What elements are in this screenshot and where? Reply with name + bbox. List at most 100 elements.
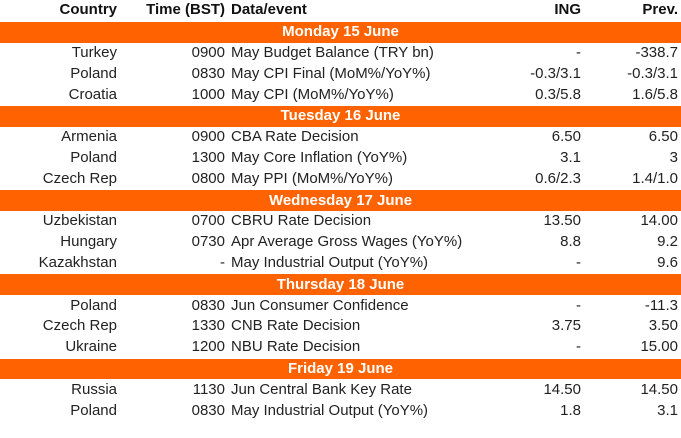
cell: Croatia (68, 85, 117, 103)
cell: - (576, 296, 581, 314)
cell: 9.6 (657, 253, 678, 271)
cell: May CPI (MoM%/YoY%) (231, 85, 394, 103)
day-row: Monday 15 June (0, 20, 681, 43)
cell: 6.50 (551, 128, 581, 146)
cell: 14.50 (640, 380, 678, 398)
cell: Poland (70, 296, 117, 314)
cell: May Industrial Output (YoY%) (231, 401, 429, 419)
cell: 3.1 (560, 148, 581, 166)
header-cell: ING (554, 1, 581, 19)
event-row: Poland 0830 May CPI Final (MoM%/YoY%) -0.3/… (0, 63, 681, 84)
event-row: Armenia 0900 CBA Rate Decision 6.50 6.50 (0, 127, 681, 148)
cell: Apr Average Gross Wages (YoY%) (231, 233, 463, 251)
cell: 9.2 (657, 233, 678, 251)
day-row: Wednesday 17 June (0, 189, 681, 211)
cell: Poland (70, 401, 117, 419)
cell: -0.3/3.1 (627, 64, 678, 82)
cell: Hungary (60, 233, 117, 251)
cell: 1.8 (560, 401, 581, 419)
cell: Russia (71, 380, 117, 398)
cell: CNB Rate Decision (231, 317, 361, 335)
event-row: Poland 0830 May Industrial Output (YoY%) 1.… (0, 400, 681, 421)
cell: NBU Rate Decision (231, 338, 361, 356)
cell: Ukraine (65, 338, 117, 356)
cell: -0.3/3.1 (530, 64, 581, 82)
cell: Uzbekistan (42, 212, 117, 230)
cell: 0730 (191, 233, 225, 251)
cell: Jun Consumer Confidence (231, 296, 409, 314)
cell: 1200 (191, 338, 225, 356)
cell: Kazakhstan (38, 253, 117, 271)
cell: 3.50 (648, 317, 678, 335)
cell: Czech Rep (42, 317, 117, 335)
event-row: Czech Rep 1330 CNB Rate Decision 3.75 3.50 (0, 316, 681, 337)
cell: May Core Inflation (YoY%) (231, 148, 408, 166)
event-row: Ukraine 1200 NBU Rate Decision - 15.00 (0, 337, 681, 358)
day-row: Friday 19 June (0, 357, 681, 380)
day-label: Monday 15 June (0, 20, 681, 43)
cell: Jun Central Bank Key Rate (231, 380, 412, 398)
event-row: Turkey 0900 May Budget Balance (TRY bn) - -3… (0, 43, 681, 64)
cell: CBA Rate Decision (231, 128, 359, 146)
cell: May CPI Final (MoM%/YoY%) (231, 64, 431, 82)
cell: 3.1 (657, 401, 678, 419)
cell: Czech Rep (42, 169, 117, 187)
cell: 15.00 (640, 338, 678, 356)
cell: - (576, 338, 581, 356)
day-row: Tuesday 16 June (0, 104, 681, 127)
cell: 14.50 (543, 380, 581, 398)
event-row: Russia 1130 Jun Central Bank Key Rate 14.50… (0, 379, 681, 400)
cell: 1130 (192, 380, 225, 398)
cell: 13.50 (543, 212, 581, 230)
cell: May Industrial Output (YoY%) (231, 253, 429, 271)
cell: 0830 (191, 64, 225, 82)
cell: 1300 (191, 148, 225, 166)
cell: 0800 (191, 169, 225, 187)
day-label: Tuesday 16 June (0, 104, 681, 127)
day-row: Thursday 18 June (0, 273, 681, 296)
day-label: Friday 19 June (0, 357, 681, 380)
cell: 3 (669, 148, 678, 166)
cell: CBRU Rate Decision (231, 212, 372, 230)
cell: - (220, 253, 225, 271)
cell: Turkey (71, 43, 117, 61)
day-label: Wednesday 17 June (0, 189, 681, 211)
event-row: Croatia 1000 May CPI (MoM%/YoY%) 0.3/5.8 1.6… (0, 84, 681, 105)
cell: 1.4/1.0 (632, 169, 678, 187)
cell: 8.8 (560, 233, 581, 251)
event-row: Czech Rep 0800 May PPI (MoM%/YoY%) 0.6/2.3 1… (0, 168, 681, 189)
cell: May PPI (MoM%/YoY%) (231, 169, 393, 187)
cell: 6.50 (648, 128, 678, 146)
header-cell: Prev. (642, 1, 678, 19)
cell: 14.00 (640, 212, 678, 230)
day-label: Thursday 18 June (0, 273, 681, 296)
cell: 0830 (191, 296, 225, 314)
cell: 1330 (191, 317, 225, 335)
cell: Poland (70, 148, 117, 166)
cell: 3.75 (551, 317, 581, 335)
cell: - (576, 43, 581, 61)
calendar-table: Country Time (BST) Data/event ING Prev. Monda… (0, 0, 681, 421)
cell: 1.6/5.8 (632, 85, 678, 103)
header-cell: Time (BST) (146, 1, 225, 19)
cell: -338.7 (635, 43, 678, 61)
header-cell: Country (59, 1, 118, 19)
cell: -11.3 (644, 296, 678, 314)
event-row: Poland 1300 May Core Inflation (YoY%) 3.1 3 (0, 148, 681, 169)
cell: 0900 (191, 43, 225, 61)
event-row: Poland 0830 Jun Consumer Confidence - -11.3 (0, 295, 681, 316)
cell: May Budget Balance (TRY bn) (231, 43, 434, 61)
header-cell: Data/event (231, 1, 307, 19)
cell: 0830 (191, 401, 225, 419)
event-row: Hungary 0730 Apr Average Gross Wages (YoY%… (0, 232, 681, 253)
cell: Armenia (61, 128, 117, 146)
cell: Poland (70, 64, 117, 82)
cell: 0900 (191, 128, 225, 146)
cell: - (576, 253, 581, 271)
cell: 0.3/5.8 (535, 85, 581, 103)
header-row: Country Time (BST) Data/event ING Prev. (0, 0, 681, 21)
cell: 0700 (191, 212, 225, 230)
cell: 1000 (191, 85, 225, 103)
cell: 0.6/2.3 (535, 169, 581, 187)
event-row: Uzbekistan 0700 CBRU Rate Decision 13.50 14.… (0, 211, 681, 232)
